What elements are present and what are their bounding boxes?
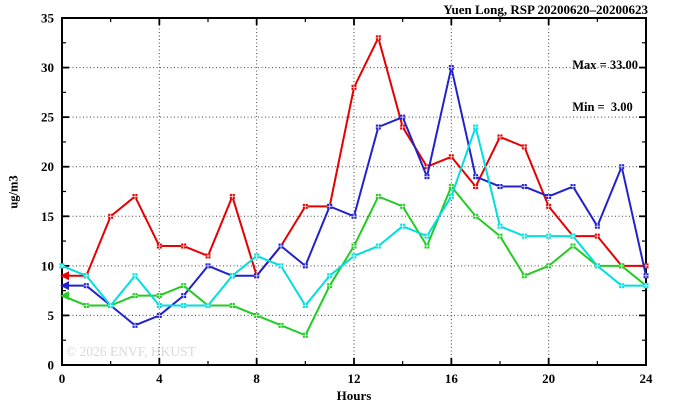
y-tick-label: 15 [41, 209, 55, 224]
x-tick-label: 20 [542, 371, 555, 386]
max-min-legend: Max = 33.00 Min = 3.00 [572, 30, 638, 142]
y-tick-label: 30 [41, 60, 54, 75]
y-tick-label: 10 [41, 258, 54, 273]
x-tick-label: 12 [348, 371, 361, 386]
y-tick-label: 35 [41, 11, 55, 26]
watermark: © 2026 ENVF, HKUST [66, 344, 196, 359]
x-tick-label: 8 [253, 371, 260, 386]
y-tick-label: 5 [48, 308, 55, 323]
series-red-start-arrow [60, 271, 69, 281]
chart-title: Yuen Long, RSP 20200620–20200623 [443, 2, 648, 17]
y-tick-label: 20 [41, 159, 54, 174]
x-tick-label: 4 [156, 371, 163, 386]
series-blue-start-arrow [60, 281, 69, 291]
series-red-line [62, 36, 646, 277]
legend-max-label: Max = 33.00 [572, 58, 638, 72]
x-tick-label: 16 [445, 371, 459, 386]
x-axis-label: Hours [336, 388, 372, 403]
y-tick-label: 25 [41, 110, 55, 125]
y-tick-label: 0 [48, 358, 55, 373]
x-tick-label: 0 [59, 371, 66, 386]
legend-min-label: Min = 3.00 [572, 100, 633, 114]
series-green-start-arrow [60, 291, 69, 301]
x-tick-label: 24 [640, 371, 654, 386]
